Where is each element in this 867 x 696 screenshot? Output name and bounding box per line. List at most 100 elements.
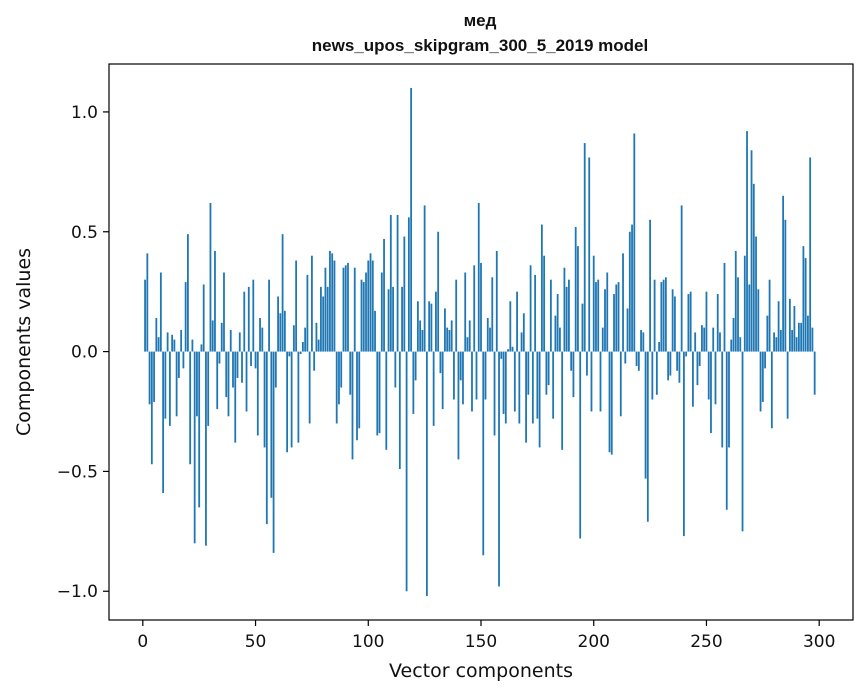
bar-component-259 — [725, 351, 728, 510]
bar-component-177 — [540, 224, 543, 352]
bar-component-173 — [531, 351, 534, 424]
bar-component-59 — [274, 351, 277, 388]
bar-component-233 — [667, 351, 670, 381]
bar-component-53 — [261, 327, 264, 352]
bar-component-31 — [211, 320, 214, 352]
bar-component-18 — [182, 351, 185, 369]
bar-component-125 — [423, 205, 426, 352]
x-tick-label: 250 — [690, 632, 722, 652]
bar-component-296 — [809, 157, 812, 352]
bar-component-154 — [489, 327, 491, 352]
bar-component-25 — [198, 351, 201, 508]
bar-component-17 — [180, 330, 183, 352]
bar-component-100 — [367, 260, 370, 352]
bar-component-212 — [619, 351, 622, 417]
bar-component-5 — [153, 351, 155, 402]
bar-component-57 — [270, 351, 273, 498]
bar-component-35 — [220, 322, 223, 352]
bar-component-217 — [631, 224, 633, 352]
bar-component-242 — [687, 294, 690, 352]
bar-component-36 — [223, 272, 225, 352]
bar-component-14 — [173, 339, 176, 352]
bar-component-172 — [529, 265, 532, 352]
bar-component-252 — [710, 351, 712, 434]
bar-component-66 — [290, 351, 293, 448]
bar-component-81 — [324, 267, 327, 352]
bar-component-138 — [453, 351, 455, 400]
bar-component-123 — [419, 320, 422, 352]
bar-component-244 — [692, 351, 694, 407]
bar-component-171 — [527, 351, 530, 395]
bar-component-271 — [752, 183, 755, 352]
bar-component-283 — [779, 330, 782, 352]
bar-component-201 — [595, 282, 597, 352]
bar-component-239 — [680, 205, 683, 352]
bar-component-278 — [768, 279, 771, 352]
bar-component-1 — [144, 279, 146, 352]
bar-component-279 — [770, 351, 773, 429]
bar-component-205 — [604, 289, 606, 352]
bar-component-48 — [250, 351, 252, 366]
bar-component-220 — [637, 351, 640, 371]
bar-component-114 — [398, 351, 401, 470]
bar-component-187 — [563, 267, 566, 352]
bar-component-69 — [297, 351, 300, 443]
bar-component-28 — [205, 351, 207, 546]
bar-component-291 — [797, 322, 800, 352]
y-tick-label: −0.5 — [57, 462, 98, 482]
chart-title: мед — [464, 11, 497, 30]
bar-component-231 — [662, 279, 665, 352]
bar-component-284 — [782, 195, 785, 352]
bar-component-190 — [570, 351, 573, 371]
bar-series — [144, 87, 816, 597]
bar-component-24 — [196, 351, 198, 417]
bar-component-194 — [579, 351, 582, 539]
bar-component-193 — [577, 246, 579, 352]
bar-component-202 — [597, 279, 600, 352]
bar-component-76 — [313, 351, 316, 371]
bar-component-203 — [599, 351, 602, 412]
bar-component-249 — [703, 327, 706, 352]
bar-component-117 — [405, 351, 408, 592]
bar-component-277 — [766, 315, 769, 352]
bar-component-80 — [322, 296, 325, 352]
bar-component-79 — [320, 286, 322, 352]
bar-component-268 — [746, 131, 748, 352]
bar-component-222 — [642, 332, 645, 352]
bar-component-46 — [245, 351, 248, 412]
bar-component-15 — [175, 351, 178, 417]
bar-component-161 — [504, 351, 507, 424]
bar-component-258 — [723, 262, 726, 352]
bar-component-214 — [624, 351, 627, 364]
bar-component-74 — [308, 351, 311, 424]
bar-component-52 — [259, 318, 261, 352]
bar-component-292 — [800, 322, 803, 352]
bar-component-186 — [561, 351, 564, 450]
bar-component-286 — [786, 351, 789, 419]
bar-component-270 — [750, 150, 753, 352]
bar-component-11 — [166, 332, 169, 352]
x-tick-label: 0 — [137, 632, 148, 652]
bar-component-135 — [446, 327, 449, 352]
bar-component-140 — [457, 351, 460, 460]
bar-component-107 — [383, 238, 385, 352]
bar-component-266 — [741, 351, 744, 532]
bar-component-275 — [761, 351, 764, 402]
bar-component-90 — [344, 265, 347, 352]
bar-component-106 — [380, 272, 383, 352]
bar-component-257 — [721, 351, 724, 448]
bar-component-129 — [432, 351, 435, 426]
bar-component-91 — [347, 262, 349, 352]
bar-component-16 — [177, 351, 180, 378]
bar-component-297 — [811, 327, 814, 352]
bar-component-247 — [698, 351, 701, 366]
bar-component-253 — [712, 327, 715, 352]
bar-component-179 — [545, 351, 548, 395]
bar-component-207 — [608, 351, 611, 453]
bar-component-62 — [281, 234, 284, 352]
bar-component-103 — [374, 310, 376, 352]
bar-component-294 — [804, 258, 807, 352]
bar-component-73 — [306, 274, 309, 352]
bar-component-30 — [209, 203, 212, 352]
chart-subtitle: news_upos_skipgram_300_5_2019 model — [312, 36, 648, 55]
